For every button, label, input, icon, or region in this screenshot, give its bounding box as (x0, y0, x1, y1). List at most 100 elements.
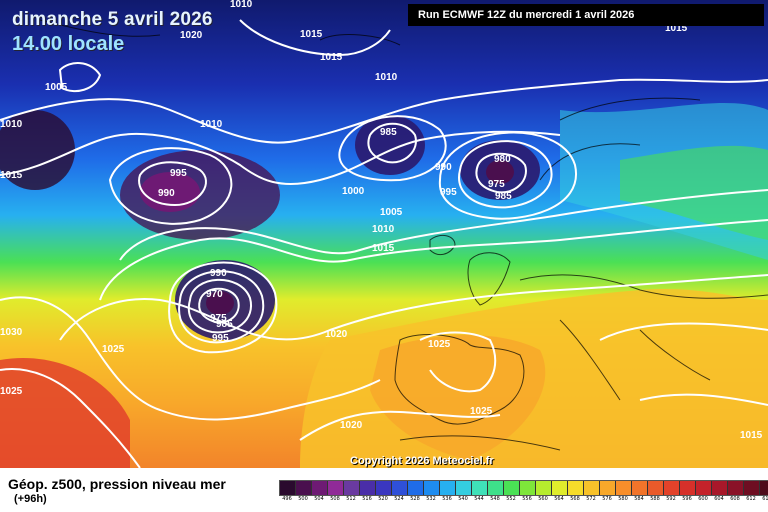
lead-time: (+96h) (14, 493, 47, 505)
run-info: Run ECMWF 12Z du mercredi 1 avril 2026 (408, 4, 764, 26)
pressure-label: 1010 (230, 0, 253, 10)
legend-label: 604 (714, 496, 724, 502)
legend-swatch (360, 481, 376, 495)
legend-swatch (728, 481, 744, 495)
legend-label: 496 (282, 496, 292, 502)
legend-label: 612 (746, 496, 756, 502)
legend-swatch (760, 481, 768, 495)
pressure-label: 1020 (180, 30, 203, 41)
legend-label: 556 (522, 496, 532, 502)
legend-swatch (536, 481, 552, 495)
pressure-label: 990 (435, 162, 452, 173)
legend-swatch (472, 481, 488, 495)
isobars (0, 19, 768, 468)
legend-label: 560 (538, 496, 548, 502)
legend-swatch (712, 481, 728, 495)
pressure-label: 1005 (45, 82, 68, 93)
legend-label: 596 (682, 496, 692, 502)
legend-label: 564 (554, 496, 564, 502)
color-scale-legend (279, 480, 768, 496)
pressure-label: 975 (210, 313, 227, 324)
pressure-label: 985 (216, 319, 233, 330)
pressure-label: 985 (380, 127, 397, 138)
pressure-label: 1015 (665, 23, 688, 34)
legend-swatch (328, 481, 344, 495)
map-caption: Géop. z500, pression niveau mer (8, 476, 226, 492)
pressure-label: 985 (495, 191, 512, 202)
legend-swatch (632, 481, 648, 495)
legend-label: 544 (474, 496, 484, 502)
legend-swatch (392, 481, 408, 495)
low-core-atlantic (206, 291, 234, 315)
pressure-label: 995 (170, 168, 187, 179)
legend-swatch (376, 481, 392, 495)
coastlines (39, 19, 768, 451)
legend-swatch (664, 481, 680, 495)
legend-swatch (488, 481, 504, 495)
legend-label: 600 (698, 496, 708, 502)
legend-swatch (552, 481, 568, 495)
legend-swatch (616, 481, 632, 495)
legend-label: 592 (666, 496, 676, 502)
pressure-label: 1010 (375, 72, 398, 83)
pressure-label: 1025 (102, 344, 125, 355)
legend-label: 508 (330, 496, 340, 502)
pressure-label: 1025 (0, 386, 23, 397)
legend-label: 516 (362, 496, 372, 502)
legend-swatch (408, 481, 424, 495)
pressure-label: 1015 (320, 52, 343, 63)
pressure-label: 1020 (340, 420, 363, 431)
legend-swatch (280, 481, 296, 495)
legend-label: 576 (602, 496, 612, 502)
color-scale-labels: 496 500 504 508 512 516 520 524 528 532 536 540 544 5… (279, 496, 768, 502)
pressure-label: 975 (488, 179, 505, 190)
pressure-label: 980 (494, 154, 511, 165)
pressure-label: 995 (440, 187, 457, 198)
legend-swatch (312, 481, 328, 495)
pressure-label: 1010 (372, 224, 395, 235)
legend-swatch (344, 481, 360, 495)
pressure-label: 995 (212, 333, 229, 344)
legend-label: 520 (378, 496, 388, 502)
pressure-label: 1015 (372, 243, 395, 254)
z500-field-iberia (370, 335, 546, 460)
legend-label: 532 (426, 496, 436, 502)
copyright: Copyright 2026 Meteociel.fr (350, 455, 494, 467)
legend-swatch (584, 481, 600, 495)
forecast-time: 14.00 locale (12, 33, 125, 55)
legend-label: 608 (730, 496, 740, 502)
legend-swatch (680, 481, 696, 495)
weather-map: 1010 1020 1015 1015 1005 1010 1010 1015 … (0, 0, 768, 468)
pressure-label: 1005 (380, 207, 403, 218)
pressure-label: 1025 (470, 406, 493, 417)
pressure-label: 1015 (740, 430, 763, 441)
legend-swatch (520, 481, 536, 495)
pressure-labels: 1010 1020 1015 1015 1005 1010 1010 1015 … (0, 0, 763, 441)
legend-swatch (440, 481, 456, 495)
pressure-label: 1010 (0, 119, 23, 130)
pressure-label: 990 (210, 268, 227, 279)
legend-label: 524 (394, 496, 404, 502)
legend-label: 536 (442, 496, 452, 502)
legend-label: 580 (618, 496, 628, 502)
legend-swatch (568, 481, 584, 495)
legend-label: 540 (458, 496, 468, 502)
legend-label: 500 (298, 496, 308, 502)
legend-swatch (600, 481, 616, 495)
legend-swatch (504, 481, 520, 495)
legend-label: 572 (586, 496, 596, 502)
pressure-label: 1020 (325, 329, 348, 340)
low-core-norway (486, 160, 514, 184)
pressure-label: 1000 (342, 186, 365, 197)
pressure-label: 1015 (0, 170, 23, 181)
map-canvas: 1010 1020 1015 1015 1005 1010 1010 1015 … (0, 0, 768, 468)
pressure-label: 970 (206, 289, 223, 300)
legend-label: 584 (634, 496, 644, 502)
pressure-label: 1015 (300, 29, 323, 40)
pressure-label: 1010 (200, 119, 223, 130)
legend-label: 512 (346, 496, 356, 502)
z500-field-ne-green (620, 145, 768, 240)
map-footer: Géop. z500, pression niveau mer (+96h) 4… (0, 468, 768, 512)
legend-swatch (456, 481, 472, 495)
legend-label: 504 (314, 496, 324, 502)
